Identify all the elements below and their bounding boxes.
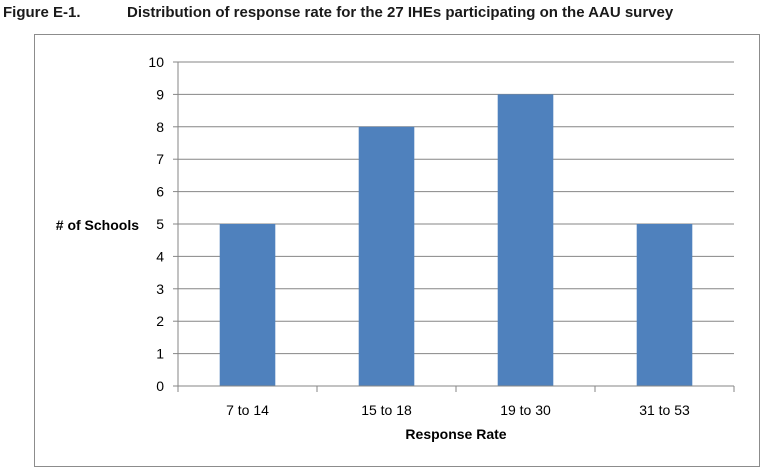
figure-title: Distribution of response rate for the 27… (127, 4, 674, 21)
y-tick-label: 8 (156, 119, 164, 135)
y-tick-label: 7 (156, 151, 164, 167)
y-tick-label: 0 (156, 378, 164, 394)
bar (497, 94, 554, 387)
y-tick-label: 4 (156, 248, 164, 264)
y-tick-label: 6 (156, 184, 164, 200)
figure-caption: Figure E-1. Distribution of response rat… (0, 4, 762, 26)
x-tick-label: 19 to 30 (500, 402, 551, 418)
y-tick-label: 9 (156, 86, 164, 102)
y-tick-label: 5 (156, 216, 164, 232)
bar (219, 224, 276, 386)
axes (173, 61, 735, 392)
figure-label: Figure E-1. (3, 4, 81, 21)
x-tick-label: 15 to 18 (361, 402, 412, 418)
y-tick-label: 2 (156, 313, 164, 329)
x-tick-labels: 7 to 14 15 to 18 19 to 30 31 to 53 (226, 402, 690, 418)
bars (219, 94, 693, 387)
y-tick-label: 10 (148, 54, 164, 70)
x-axis-title: Response Rate (405, 426, 506, 442)
y-axis-title: # of Schools (56, 217, 139, 233)
bar (636, 224, 693, 386)
x-tick-label: 7 to 14 (226, 402, 269, 418)
bar (358, 126, 415, 387)
y-tick-label: 3 (156, 281, 164, 297)
y-tick-label: 1 (156, 346, 164, 362)
y-tick-labels: 0 1 2 3 4 5 6 7 8 9 10 (148, 54, 164, 394)
x-tick-label: 31 to 53 (639, 402, 690, 418)
